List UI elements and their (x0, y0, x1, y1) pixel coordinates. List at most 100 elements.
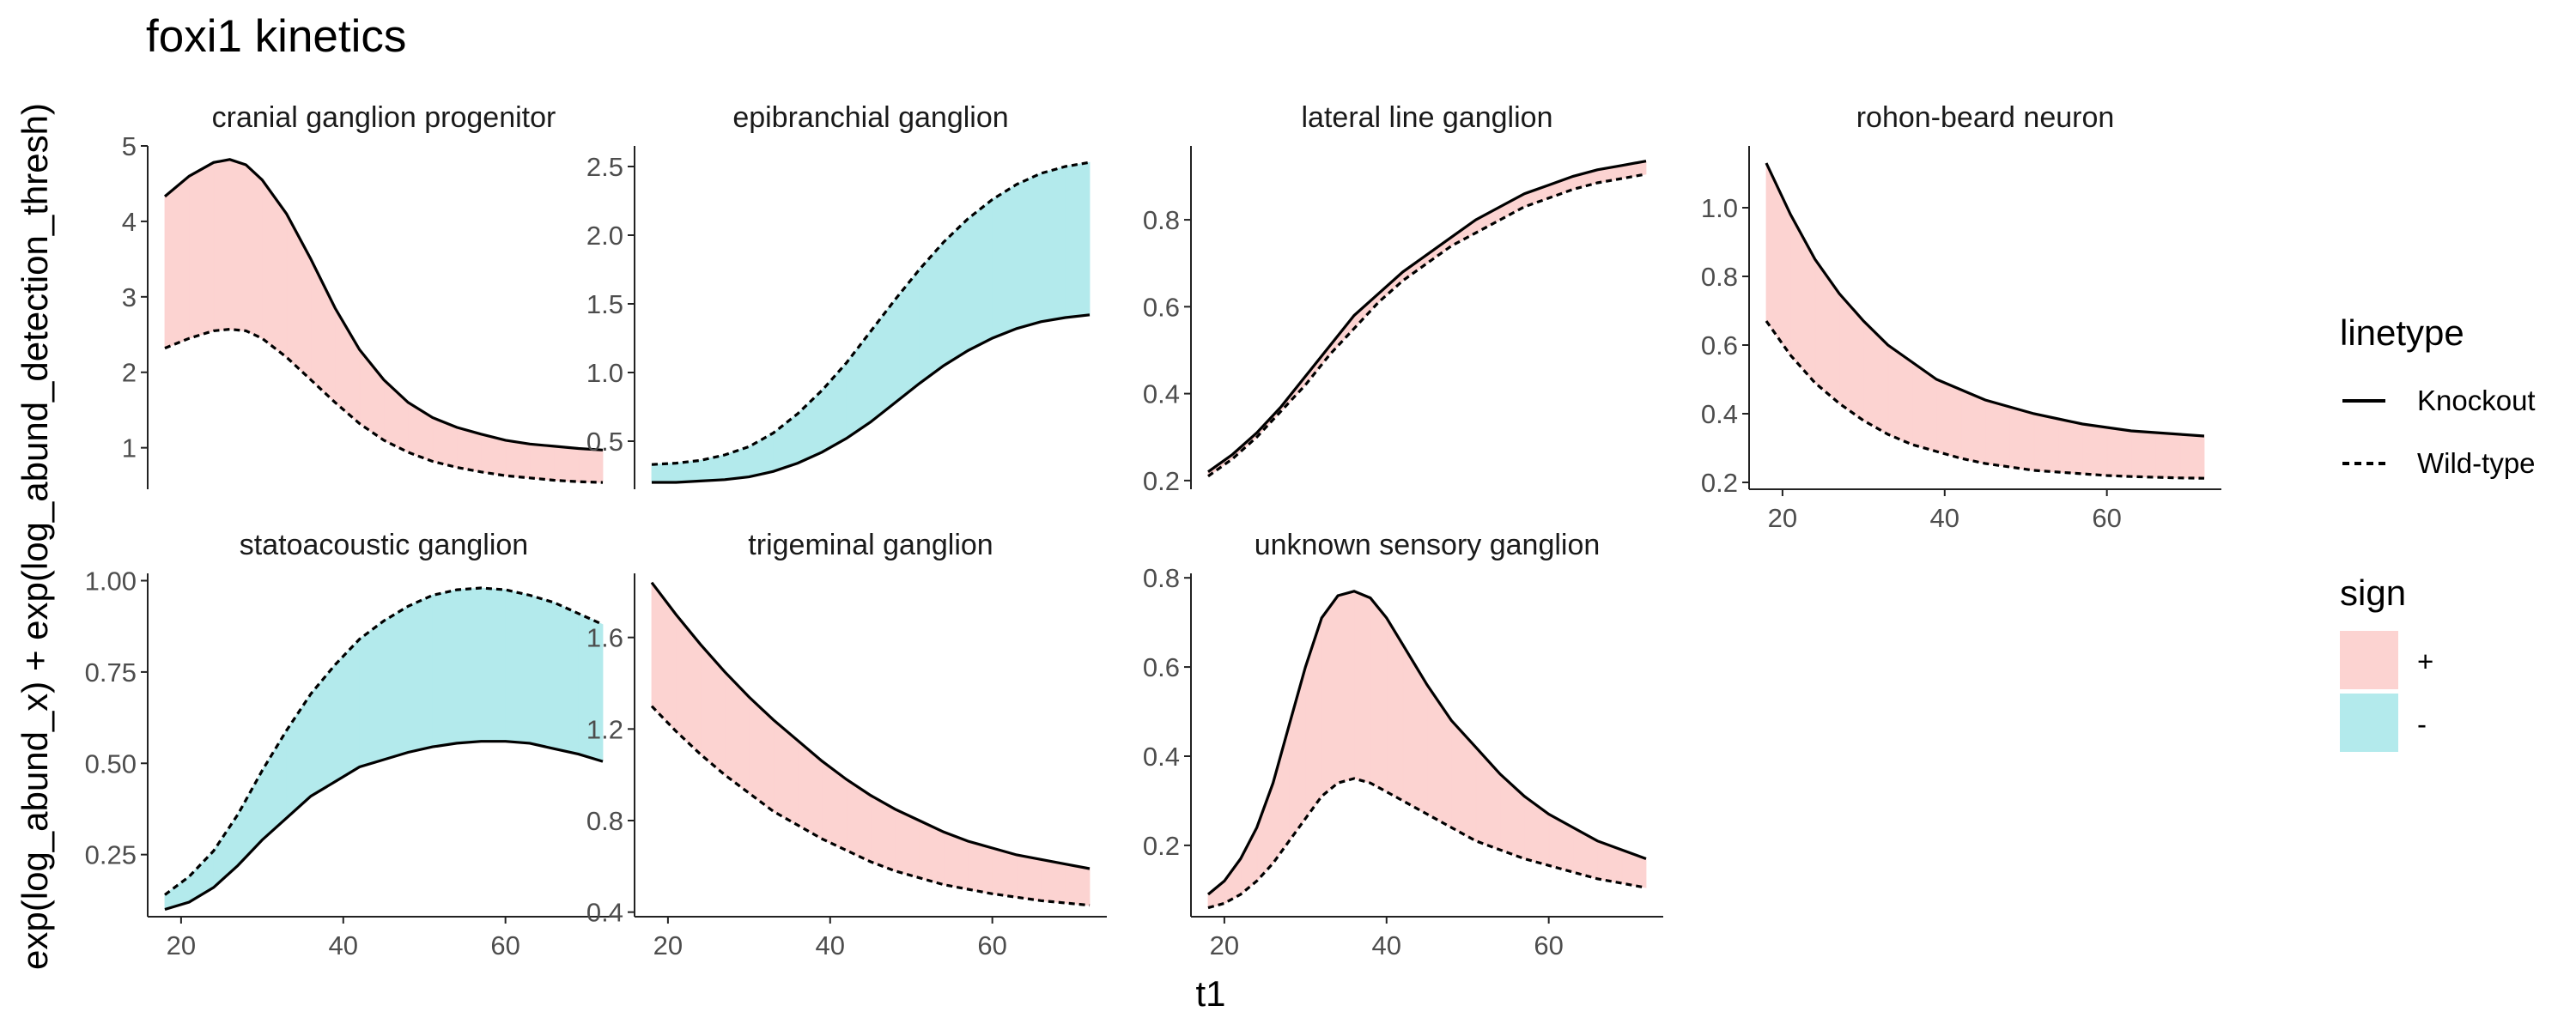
y-tick-label: 0.2 (1143, 466, 1180, 496)
difference-ribbon (1960, 389, 1986, 464)
difference-ribbon (553, 602, 580, 755)
difference-ribbon (1353, 591, 1371, 784)
difference-ribbon (943, 217, 969, 367)
difference-ribbon (1321, 594, 1339, 797)
difference-ribbon (1838, 292, 1864, 421)
difference-ribbon (261, 729, 288, 841)
difference-ribbon (2154, 432, 2181, 479)
difference-ribbon (1304, 617, 1322, 820)
y-tick-label: 0.6 (1143, 292, 1180, 322)
difference-ribbon (480, 587, 507, 742)
legend-sign-title: sign (2340, 573, 2406, 613)
x-tick-label: 40 (816, 930, 845, 960)
panel-trigeminal-ganglion: trigeminal ganglion 0.4 0.8 1.2 1.6 20 40 60 (586, 529, 1107, 960)
difference-ribbon (919, 240, 945, 385)
y-tick-label: 5 (122, 131, 137, 161)
y-tick-label: 2.0 (586, 221, 623, 251)
y-tick-label: 0.25 (85, 840, 137, 870)
difference-ribbon (2106, 427, 2132, 477)
panel-title: lateral line ganglion (1302, 101, 1553, 134)
difference-ribbon (1935, 379, 1962, 459)
y-tick-label: 1.00 (85, 566, 137, 597)
panel-title: unknown sensory ganglion (1255, 529, 1601, 561)
difference-ribbon (1016, 173, 1042, 330)
x-tick-label: 60 (490, 930, 519, 960)
difference-ribbon (2179, 433, 2205, 479)
legend-positive-label: + (2417, 645, 2433, 677)
wildtype-line (164, 586, 604, 896)
difference-ribbon (359, 620, 385, 768)
y-tick-label: 1.5 (586, 289, 623, 319)
difference-ribbon (967, 198, 993, 352)
x-tick-label: 60 (1534, 930, 1563, 960)
y-axis-title: exp(log_abund_x) + exp(log_abund_detecti… (15, 103, 55, 970)
legend-knockout-label: Knockout (2417, 385, 2536, 416)
y-tick-label: 0.8 (1701, 262, 1738, 292)
chart-title: foxi1 kinetics (146, 11, 406, 62)
difference-ribbon (1337, 591, 1355, 784)
difference-ribbon (1386, 616, 1404, 802)
difference-ribbon (1040, 166, 1066, 323)
difference-ribbon (2057, 418, 2083, 475)
y-tick-label: 3 (122, 282, 137, 312)
difference-ribbon (246, 164, 263, 339)
wildtype-line (1207, 777, 1647, 910)
legend: linetype Knockout Wild-type sign + - (2340, 312, 2536, 752)
difference-ribbon (675, 459, 702, 483)
difference-ribbon (164, 175, 190, 349)
difference-ribbon (992, 184, 1018, 339)
y-tick-label: 0.50 (85, 748, 137, 779)
wildtype-line (651, 161, 1091, 466)
x-tick-label: 60 (977, 930, 1006, 960)
y-tick-label: 0.2 (1143, 831, 1180, 861)
y-tick-label: 0.8 (1143, 563, 1180, 593)
difference-ribbon (1475, 206, 1501, 233)
x-tick-label: 20 (653, 930, 683, 960)
panel-unknown-sensory-ganglion: unknown sensory ganglion 0.2 0.4 0.6 0.8 20 40… (1143, 529, 1663, 960)
y-tick-label: 0.4 (1143, 742, 1180, 772)
knockout-line (650, 581, 1091, 870)
y-tick-label: 4 (122, 207, 137, 237)
knockout-line (163, 158, 604, 451)
wildtype-line (1207, 173, 1647, 478)
y-tick-label: 2 (122, 358, 137, 388)
y-tick-label: 0.6 (1701, 330, 1738, 360)
x-axis-title: t1 (1195, 973, 1225, 1014)
difference-ribbon (1548, 813, 1574, 873)
y-tick-label: 0.4 (586, 898, 623, 928)
difference-ribbon (1984, 399, 2010, 468)
difference-ribbon (1862, 320, 1889, 435)
y-tick-label: 0.4 (1143, 379, 1180, 409)
difference-ribbon (188, 161, 215, 339)
difference-ribbon (992, 847, 1018, 898)
y-tick-label: 0.8 (1143, 205, 1180, 235)
y-tick-label: 0.2 (1701, 468, 1738, 498)
y-tick-label: 1.0 (1701, 193, 1738, 223)
x-tick-label: 20 (1768, 503, 1797, 533)
difference-ribbon (456, 587, 482, 744)
difference-ribbon (2033, 413, 2059, 473)
difference-ribbon (213, 159, 230, 331)
panel-cranial-ganglion-progenitor: cranial ganglion progenitor 1 2 3 4 5 (122, 101, 604, 489)
difference-ribbon (967, 840, 993, 894)
difference-ribbon (1402, 643, 1428, 815)
panel-rohon-beard-neuron: rohon-beard neuron 0.2 0.4 0.6 0.8 1.0 20 40 60 (1701, 101, 2221, 533)
difference-ribbon (870, 299, 896, 423)
difference-ribbon (773, 413, 799, 472)
legend-linetype-title: linetype (2340, 312, 2464, 353)
legend-negative-swatch (2340, 694, 2398, 752)
difference-ribbon (1370, 597, 1388, 793)
difference-ribbon (1814, 258, 1840, 404)
y-tick-label: 0.5 (586, 427, 623, 457)
knockout-line (652, 313, 1091, 484)
legend-positive-swatch (2340, 631, 2398, 689)
difference-ribbon (1426, 683, 1452, 828)
difference-ribbon (2130, 430, 2156, 478)
x-tick-label: 40 (1930, 503, 1959, 533)
facet-panels: cranial ganglion progenitor 1 2 3 4 5 epibranc… (85, 101, 2221, 960)
difference-ribbon (797, 739, 823, 839)
x-tick-label: 20 (167, 930, 196, 960)
wildtype-line (650, 705, 1091, 907)
difference-ribbon (505, 439, 531, 479)
